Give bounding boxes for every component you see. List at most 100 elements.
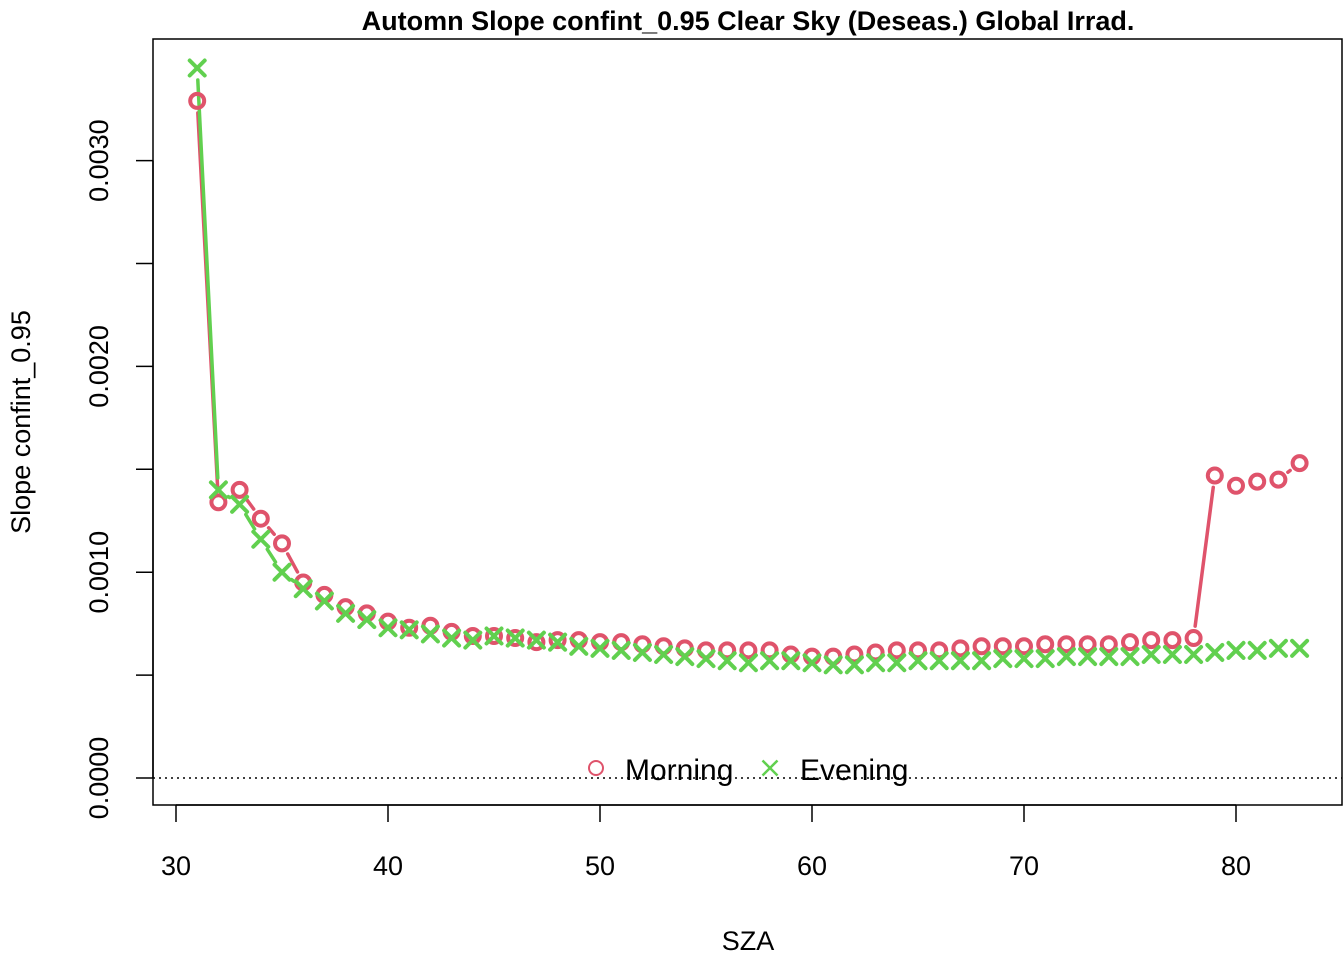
series-lines — [196, 78, 1292, 628]
point-evening — [1247, 640, 1267, 660]
x-axis: 30 40 50 60 70 80 — [161, 804, 1251, 881]
y-tick-label: 0.0020 — [84, 325, 114, 408]
point-evening — [908, 651, 928, 671]
point-evening — [1290, 638, 1310, 658]
point-morning — [1205, 466, 1224, 485]
point-evening — [590, 638, 610, 658]
point-evening — [336, 603, 356, 623]
point-evening — [463, 630, 483, 650]
series-segment-morning — [266, 526, 276, 537]
y-tick-label: 0.0030 — [84, 119, 114, 202]
point-evening — [208, 480, 228, 500]
legend-label-evening: Evening — [800, 754, 908, 787]
point-evening — [442, 628, 462, 648]
point-evening — [1268, 638, 1288, 658]
point-evening — [187, 58, 207, 78]
point-evening — [781, 651, 801, 671]
x-tick-label: 80 — [1221, 851, 1251, 881]
series-segment-morning — [244, 497, 256, 511]
legend-marker-morning — [588, 760, 604, 776]
point-evening — [1205, 642, 1225, 662]
y-tick-label: 0.0000 — [84, 737, 114, 820]
point-morning — [1184, 629, 1203, 648]
legend: Morning Evening — [588, 754, 908, 787]
point-morning — [527, 633, 546, 652]
point-evening — [717, 651, 737, 671]
point-morning — [866, 643, 885, 662]
point-evening — [1056, 647, 1076, 667]
point-evening — [760, 651, 780, 671]
point-morning — [909, 641, 927, 660]
point-morning — [463, 626, 482, 645]
point-evening — [675, 647, 695, 667]
point-morning — [1248, 472, 1267, 491]
point-evening — [1099, 647, 1119, 667]
point-morning — [1227, 476, 1245, 495]
point-morning — [548, 631, 567, 650]
point-morning — [1290, 454, 1309, 473]
series-segment-evening — [265, 547, 278, 564]
point-evening — [929, 651, 949, 671]
point-morning — [400, 618, 419, 637]
legend-label-morning: Morning — [625, 754, 733, 787]
point-evening — [802, 653, 822, 673]
point-evening — [293, 579, 313, 599]
point-morning — [230, 480, 249, 499]
x-tick-label: 40 — [373, 851, 403, 881]
point-evening — [866, 653, 886, 673]
series-segment-morning — [1286, 468, 1292, 474]
series-points — [187, 58, 1310, 675]
point-evening — [1035, 649, 1055, 669]
series-segment-evening — [196, 78, 220, 480]
point-morning — [273, 534, 291, 553]
point-morning — [760, 641, 779, 660]
point-evening — [548, 632, 568, 652]
chart-title: Automn Slope confint_0.95 Clear Sky (Des… — [362, 6, 1135, 36]
point-morning — [951, 639, 970, 658]
point-evening — [844, 655, 864, 675]
series-segment-morning — [285, 552, 300, 574]
point-evening — [950, 651, 970, 671]
point-evening — [272, 562, 292, 582]
series-segment-evening — [289, 577, 296, 584]
point-morning — [718, 641, 737, 660]
point-evening — [526, 630, 546, 650]
point-morning — [1269, 470, 1288, 489]
point-morning — [506, 629, 525, 648]
point-evening — [654, 645, 674, 665]
point-evening — [738, 653, 758, 673]
point-evening — [399, 620, 419, 640]
point-evening — [972, 651, 992, 671]
point-evening — [251, 529, 271, 549]
point-evening — [484, 626, 504, 646]
point-evening — [1162, 645, 1182, 665]
point-evening — [1226, 640, 1246, 660]
point-evening — [1120, 647, 1140, 667]
point-evening — [378, 618, 398, 638]
point-evening — [357, 610, 377, 630]
y-tick-label: 0.0010 — [84, 531, 114, 614]
point-evening — [823, 655, 843, 675]
point-morning — [1057, 635, 1076, 654]
point-morning — [188, 91, 207, 110]
x-tick-label: 30 — [161, 851, 191, 881]
point-evening — [230, 494, 250, 514]
point-morning — [1036, 635, 1055, 654]
x-tick-label: 50 — [585, 851, 615, 881]
point-evening — [1184, 645, 1204, 665]
point-morning — [1078, 635, 1097, 654]
point-evening — [314, 591, 334, 611]
point-morning — [1121, 633, 1139, 652]
point-morning — [739, 641, 758, 660]
y-axis: 0.0000 0.0010 0.0020 0.0030 — [84, 119, 154, 820]
point-evening — [611, 640, 631, 660]
point-morning — [209, 493, 228, 512]
point-morning — [845, 645, 864, 664]
series-segment-morning — [1193, 485, 1215, 628]
series-segment-evening — [244, 512, 257, 531]
point-morning — [972, 637, 991, 656]
point-morning — [887, 641, 906, 660]
x-tick-label: 70 — [1009, 851, 1039, 881]
series-segment-evening — [226, 494, 232, 500]
